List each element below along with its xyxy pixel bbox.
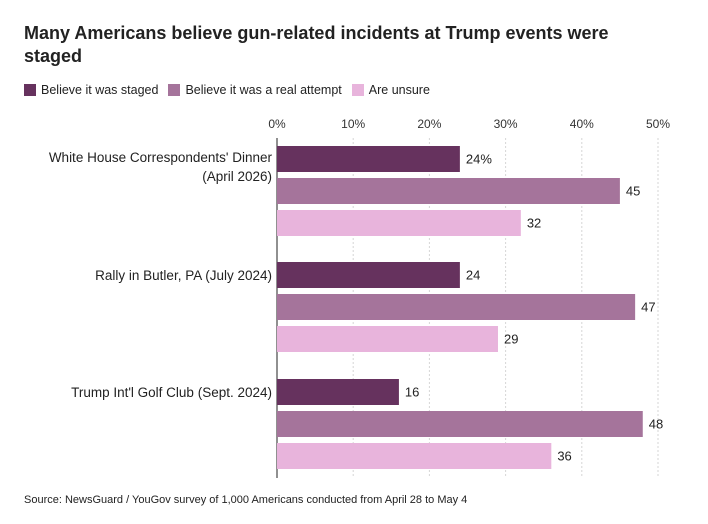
- bar: [277, 294, 636, 320]
- x-tick-label: 40%: [570, 117, 594, 131]
- legend-label-real-attempt: Believe it was a real attempt: [185, 83, 342, 97]
- bar: [277, 210, 521, 236]
- x-tick-label: 0%: [268, 117, 286, 131]
- chart-title: Many Americans believe gun-related incid…: [24, 23, 609, 66]
- legend-swatch-real-attempt: [168, 84, 181, 96]
- data-label: 29: [504, 332, 518, 347]
- data-label: 24%: [466, 152, 492, 167]
- category-label: Rally in Butler, PA (July 2024): [95, 268, 272, 283]
- legend-label-unsure: Are unsure: [368, 83, 430, 97]
- bar: [277, 411, 643, 437]
- legend-item-staged: Believe it was staged: [24, 83, 158, 97]
- legend-swatch-staged: [24, 84, 36, 96]
- x-tick-label: 10%: [341, 117, 365, 131]
- legend: Believe it was staged Believe it was a r…: [24, 82, 440, 98]
- x-tick-label: 30%: [494, 117, 518, 131]
- data-label: 32: [527, 216, 541, 231]
- legend-item-real-attempt: Believe it was a real attempt: [168, 83, 342, 97]
- x-tick-label: 50%: [646, 117, 670, 131]
- x-tick-label: 20%: [417, 117, 441, 131]
- data-label: 47: [641, 300, 655, 315]
- data-label: 36: [557, 449, 571, 464]
- bar: [277, 443, 552, 469]
- category-label: (April 2026): [202, 169, 272, 184]
- category-label: White House Correspondents' Dinner: [49, 150, 273, 165]
- bar: [277, 262, 460, 288]
- bar: [277, 379, 399, 405]
- legend-swatch-unsure: [351, 84, 364, 96]
- legend-item-unsure: Are unsure: [351, 83, 430, 97]
- data-label: 45: [626, 184, 640, 199]
- bar: [277, 326, 498, 352]
- bar: [277, 178, 620, 204]
- data-label: 24: [466, 268, 480, 283]
- bar: [277, 146, 460, 172]
- source-note: Source: NewsGuard / YouGov survey of 1,0…: [24, 494, 468, 506]
- legend-label-staged: Believe it was staged: [41, 83, 159, 97]
- data-label: 16: [405, 385, 419, 400]
- category-label: Trump Int'l Golf Club (Sept. 2024): [71, 385, 272, 400]
- data-label: 48: [649, 417, 663, 432]
